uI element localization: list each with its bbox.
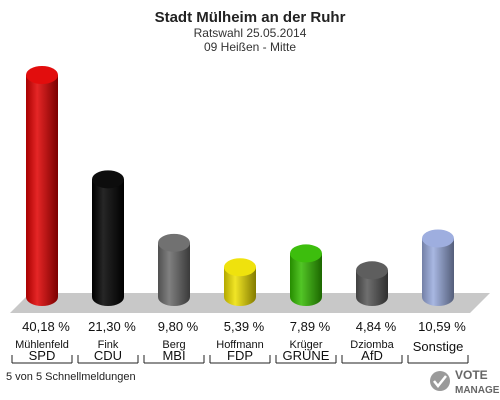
logo-check-icon	[433, 375, 447, 389]
bar-cdu	[92, 170, 124, 306]
candidate-label: Fink	[98, 339, 119, 351]
candidate-label: Krüger	[289, 339, 322, 351]
votemanager-logo: VOTE MANAGER	[430, 368, 500, 396]
category-underline	[209, 355, 271, 364]
party-labels-group: SPD CDU MBI FDP GRÜNE AfD Sonstige	[29, 339, 464, 363]
bars-group	[26, 66, 454, 306]
value-labels-group: 40,18 % 21,30 % 9,80 % 5,39 % 7,89 % 4,84 % 10…	[22, 319, 466, 334]
category-underline	[11, 355, 73, 364]
bar-spd	[26, 66, 58, 306]
party-label: FDP	[227, 348, 253, 363]
logo-mark-icon	[430, 371, 450, 391]
category-underlines-group	[11, 355, 469, 364]
category-underline	[341, 355, 403, 364]
value-label: 21,30 %	[88, 319, 136, 334]
bar-grüne	[290, 244, 322, 306]
value-label: 7,89 %	[290, 319, 331, 334]
category-underline	[143, 355, 205, 364]
category-underline	[407, 355, 469, 364]
candidate-labels-group: Mühlenfeld Fink Berg Hoffmann Krüger Dziomba	[15, 339, 394, 351]
logo-text-bottom: MANAGER	[455, 385, 500, 396]
chart-subtitle-election: Ratswahl 25.05.2014	[194, 26, 307, 40]
party-label: SPD	[29, 348, 56, 363]
value-label: 5,39 %	[224, 319, 265, 334]
candidate-label: Mühlenfeld	[15, 339, 69, 351]
candidate-label: Dziomba	[350, 339, 394, 351]
value-label: 9,80 %	[158, 319, 199, 334]
logo-text-top: VOTE	[455, 368, 488, 382]
party-label: GRÜNE	[283, 348, 330, 363]
value-label: 10,59 %	[418, 319, 466, 334]
value-label: 40,18 %	[22, 319, 70, 334]
footer-text: 5 von 5 Schnellmeldungen	[6, 371, 136, 383]
candidate-label: Hoffmann	[216, 339, 264, 351]
bar-mbi	[158, 233, 190, 306]
chart-subtitle-district: 09 Heißen - Mitte	[204, 40, 296, 54]
category-underline	[77, 355, 139, 364]
party-label: AfD	[361, 348, 383, 363]
category-underline	[275, 355, 337, 364]
bar-sonstige	[422, 229, 454, 306]
party-label: Sonstige	[413, 339, 464, 354]
party-label: MBI	[162, 348, 185, 363]
bar-fdp	[224, 258, 256, 306]
bar-afd	[356, 261, 388, 306]
chart-title: Stadt Mülheim an der Ruhr	[155, 9, 346, 26]
candidate-label: Berg	[162, 339, 185, 351]
value-label: 4,84 %	[356, 319, 397, 334]
party-label: CDU	[94, 348, 122, 363]
